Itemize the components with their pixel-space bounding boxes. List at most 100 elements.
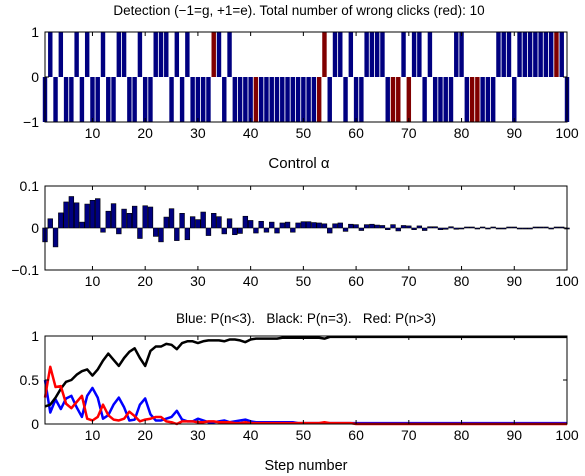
detection-bar xyxy=(401,32,406,77)
control-bar xyxy=(226,218,233,229)
detection-bar xyxy=(480,77,485,122)
control-bar xyxy=(195,219,201,229)
control-bar xyxy=(443,227,449,230)
control-bar xyxy=(105,210,111,229)
wrong-click-bar xyxy=(475,77,480,122)
detection-bar xyxy=(185,32,190,77)
detection-bar xyxy=(280,77,285,122)
detection-bar xyxy=(295,77,301,122)
control-bar xyxy=(168,208,175,229)
control-bar xyxy=(511,226,517,229)
detection-bar xyxy=(142,77,148,122)
detection-bar xyxy=(380,32,385,77)
control-bar xyxy=(237,227,243,234)
detection-bar xyxy=(148,77,153,122)
detection-bar xyxy=(543,32,549,77)
control-bar xyxy=(390,224,396,229)
control-bar xyxy=(437,227,444,230)
wrong-click-bar xyxy=(396,77,401,122)
control-bar xyxy=(137,227,143,239)
detection-bar xyxy=(443,77,448,122)
chart3-xtick-label: 20 xyxy=(137,427,153,443)
control-bar xyxy=(479,226,486,229)
control-bar xyxy=(342,227,349,232)
detection-plot: 10 20 30 40 50 60 70 80 90 100 −1 0 1 xyxy=(23,24,579,141)
control-bar xyxy=(205,227,212,236)
control-bar xyxy=(247,220,254,229)
chart2-xtick-label: 70 xyxy=(401,273,417,289)
control-bar xyxy=(221,227,227,235)
chart3-xtick-label: 30 xyxy=(190,427,206,443)
detection-bar xyxy=(417,32,422,77)
detection-bar xyxy=(353,77,359,122)
detection-bar xyxy=(248,77,253,122)
chart1-xtick-label: 100 xyxy=(555,125,579,141)
detection-bar xyxy=(427,32,433,77)
detection-bar xyxy=(548,32,554,77)
control-bar xyxy=(284,221,291,229)
chart2-xtick-label: 90 xyxy=(506,273,522,289)
chart2-xtick-label: 10 xyxy=(85,273,101,289)
chart3-xtick-label: 80 xyxy=(454,427,470,443)
chart2-xtick-label: 30 xyxy=(190,273,206,289)
control-bar xyxy=(327,227,333,234)
control-bar xyxy=(316,222,322,229)
chart1-title: Detection (−1=g, +1=e). Total number of … xyxy=(113,3,484,18)
control-bar xyxy=(411,227,417,230)
control-bar xyxy=(189,216,196,229)
chart3-xtick-label: 90 xyxy=(506,427,522,443)
control-bar xyxy=(95,198,101,229)
detection-bar xyxy=(348,32,354,77)
wrong-click-bar xyxy=(554,32,559,77)
control-bar xyxy=(369,223,375,229)
detection-bar xyxy=(169,77,174,122)
control-bar xyxy=(516,227,523,230)
control-bar xyxy=(363,224,370,229)
detection-bar xyxy=(179,77,185,122)
detection-bar xyxy=(195,77,201,122)
detection-bar xyxy=(501,32,506,77)
control-bar xyxy=(453,227,459,230)
detection-bar xyxy=(411,32,417,77)
detection-bar xyxy=(522,32,528,77)
chart3-xtick-label: 40 xyxy=(243,427,259,443)
detection-bar xyxy=(512,77,517,122)
detection-bar xyxy=(496,32,501,77)
detection-bar xyxy=(206,77,211,122)
detection-bar xyxy=(53,77,58,122)
control-bar xyxy=(458,227,465,230)
wrong-click-bar xyxy=(390,77,396,122)
chart3-ytick-label: 0.5 xyxy=(20,372,40,388)
control-bar xyxy=(116,227,122,235)
control-bar xyxy=(337,222,343,229)
chart1-xtick-label: 90 xyxy=(506,125,522,141)
control-bar xyxy=(84,203,90,229)
control-bar xyxy=(47,218,53,229)
control-bar xyxy=(348,223,354,229)
chart3-xtick-label: 10 xyxy=(85,427,101,443)
detection-bar xyxy=(79,77,85,122)
control-bar xyxy=(374,224,380,229)
detection-bar xyxy=(69,77,74,122)
control-bar xyxy=(73,202,80,229)
detection-bar xyxy=(100,32,106,77)
control-bar xyxy=(379,225,386,229)
control-bar xyxy=(548,227,554,230)
wrong-click-bar xyxy=(316,77,322,122)
wrong-click-bar xyxy=(322,32,327,77)
control-bar xyxy=(448,226,454,229)
detection-bar xyxy=(359,77,364,122)
control-bar xyxy=(406,225,412,229)
chart2-xtick-label: 80 xyxy=(454,273,470,289)
control-bar xyxy=(142,205,148,229)
control-bar xyxy=(295,222,301,229)
control-bar xyxy=(63,201,69,229)
control-bar xyxy=(553,226,560,229)
chart3-xtick-label: 60 xyxy=(348,427,364,443)
control-bar xyxy=(179,213,185,229)
chart1-xtick-label: 20 xyxy=(137,125,153,141)
control-bar xyxy=(184,227,191,241)
control-bar xyxy=(258,220,264,229)
control-bar xyxy=(232,227,238,236)
